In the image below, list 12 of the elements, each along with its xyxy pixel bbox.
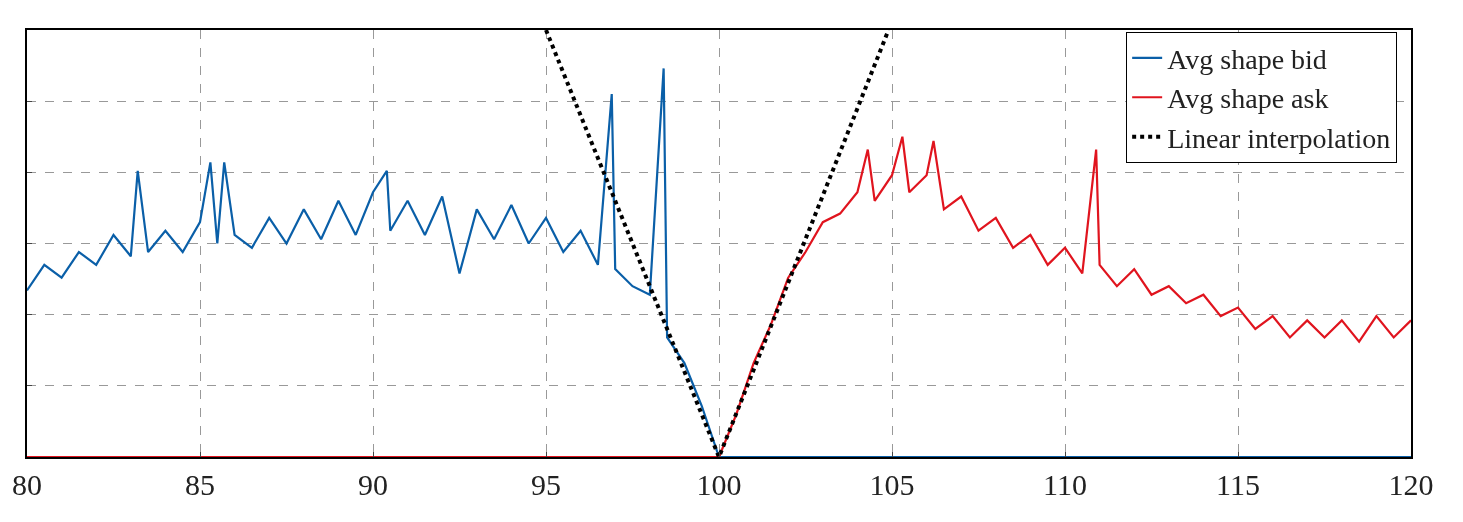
legend-label: Avg shape bid: [1167, 43, 1327, 75]
legend-label: Avg shape ask: [1167, 83, 1329, 115]
legend-label: Linear interpolation: [1167, 122, 1391, 154]
x-tick-label: 105: [869, 468, 915, 501]
x-tick-label: 115: [1216, 468, 1260, 501]
x-tick-label: 110: [1043, 468, 1087, 501]
x-tick-label: 80: [12, 468, 42, 501]
x-tick-label: 90: [358, 468, 388, 501]
x-tick-label: 85: [185, 468, 215, 501]
x-tick-label: 95: [531, 468, 561, 501]
x-tick-label: 120: [1388, 468, 1434, 501]
x-tick-label: 100: [696, 468, 742, 501]
